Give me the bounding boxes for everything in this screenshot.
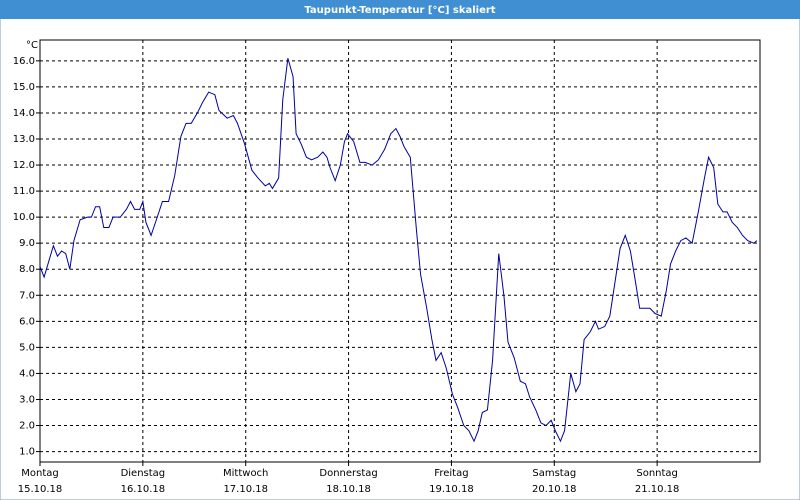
- y-tick-label: 10.0: [13, 212, 35, 223]
- title-bar: [0, 0, 800, 19]
- y-tick-label: 13.0: [13, 134, 35, 145]
- x-tick-date: 21.10.18: [635, 484, 680, 495]
- plot-frame: [39, 39, 761, 463]
- x-tick-date: 16.10.18: [121, 484, 166, 495]
- x-tick-label: Sonntag: [636, 468, 678, 479]
- y-tick-label: 15.0: [13, 82, 35, 93]
- y-unit: °C: [26, 40, 38, 51]
- y-tick-label: 8.0: [19, 264, 35, 275]
- x-tick-date: 19.10.18: [429, 484, 474, 495]
- y-tick-label: 16.0: [13, 56, 35, 67]
- y-tick-label: 14.0: [13, 108, 35, 119]
- y-tick-label: 1.0: [19, 447, 35, 458]
- x-tick-label: Mittwoch: [223, 468, 268, 479]
- data-line: [39, 58, 758, 443]
- x-tick-date: 17.10.18: [223, 484, 268, 495]
- x-tick-date: 20.10.18: [532, 484, 577, 495]
- y-tick-label: 9.0: [19, 238, 35, 249]
- y-tick-label: 6.0: [19, 316, 35, 327]
- y-tick-label: 2.0: [19, 421, 35, 432]
- y-tick-label: 5.0: [19, 342, 35, 353]
- y-tick-label: 4.0: [19, 368, 35, 379]
- y-tick-label: 7.0: [19, 290, 35, 301]
- x-tick-date: 15.10.18: [18, 484, 63, 495]
- chart-title: Taupunkt-Temperatur [°C] skaliert: [304, 5, 495, 16]
- x-tick-label: Montag: [21, 468, 58, 479]
- x-tick-label: Samstag: [532, 468, 576, 479]
- x-tick-label: Donnerstag: [319, 468, 377, 479]
- y-tick-label: 11.0: [13, 186, 35, 197]
- x-tick-label: Dienstag: [121, 468, 166, 479]
- x-tick-date: 18.10.18: [326, 484, 371, 495]
- y-tick-label: 12.0: [13, 160, 35, 171]
- plot: 1.0 2.0 3.0 4.0 5.0 6.0 7.0 8.0 9.0 10.0 11.0 12.0 1…: [13, 39, 761, 495]
- y-tick-label: 3.0: [19, 394, 35, 405]
- x-tick-label: Freitag: [434, 468, 468, 479]
